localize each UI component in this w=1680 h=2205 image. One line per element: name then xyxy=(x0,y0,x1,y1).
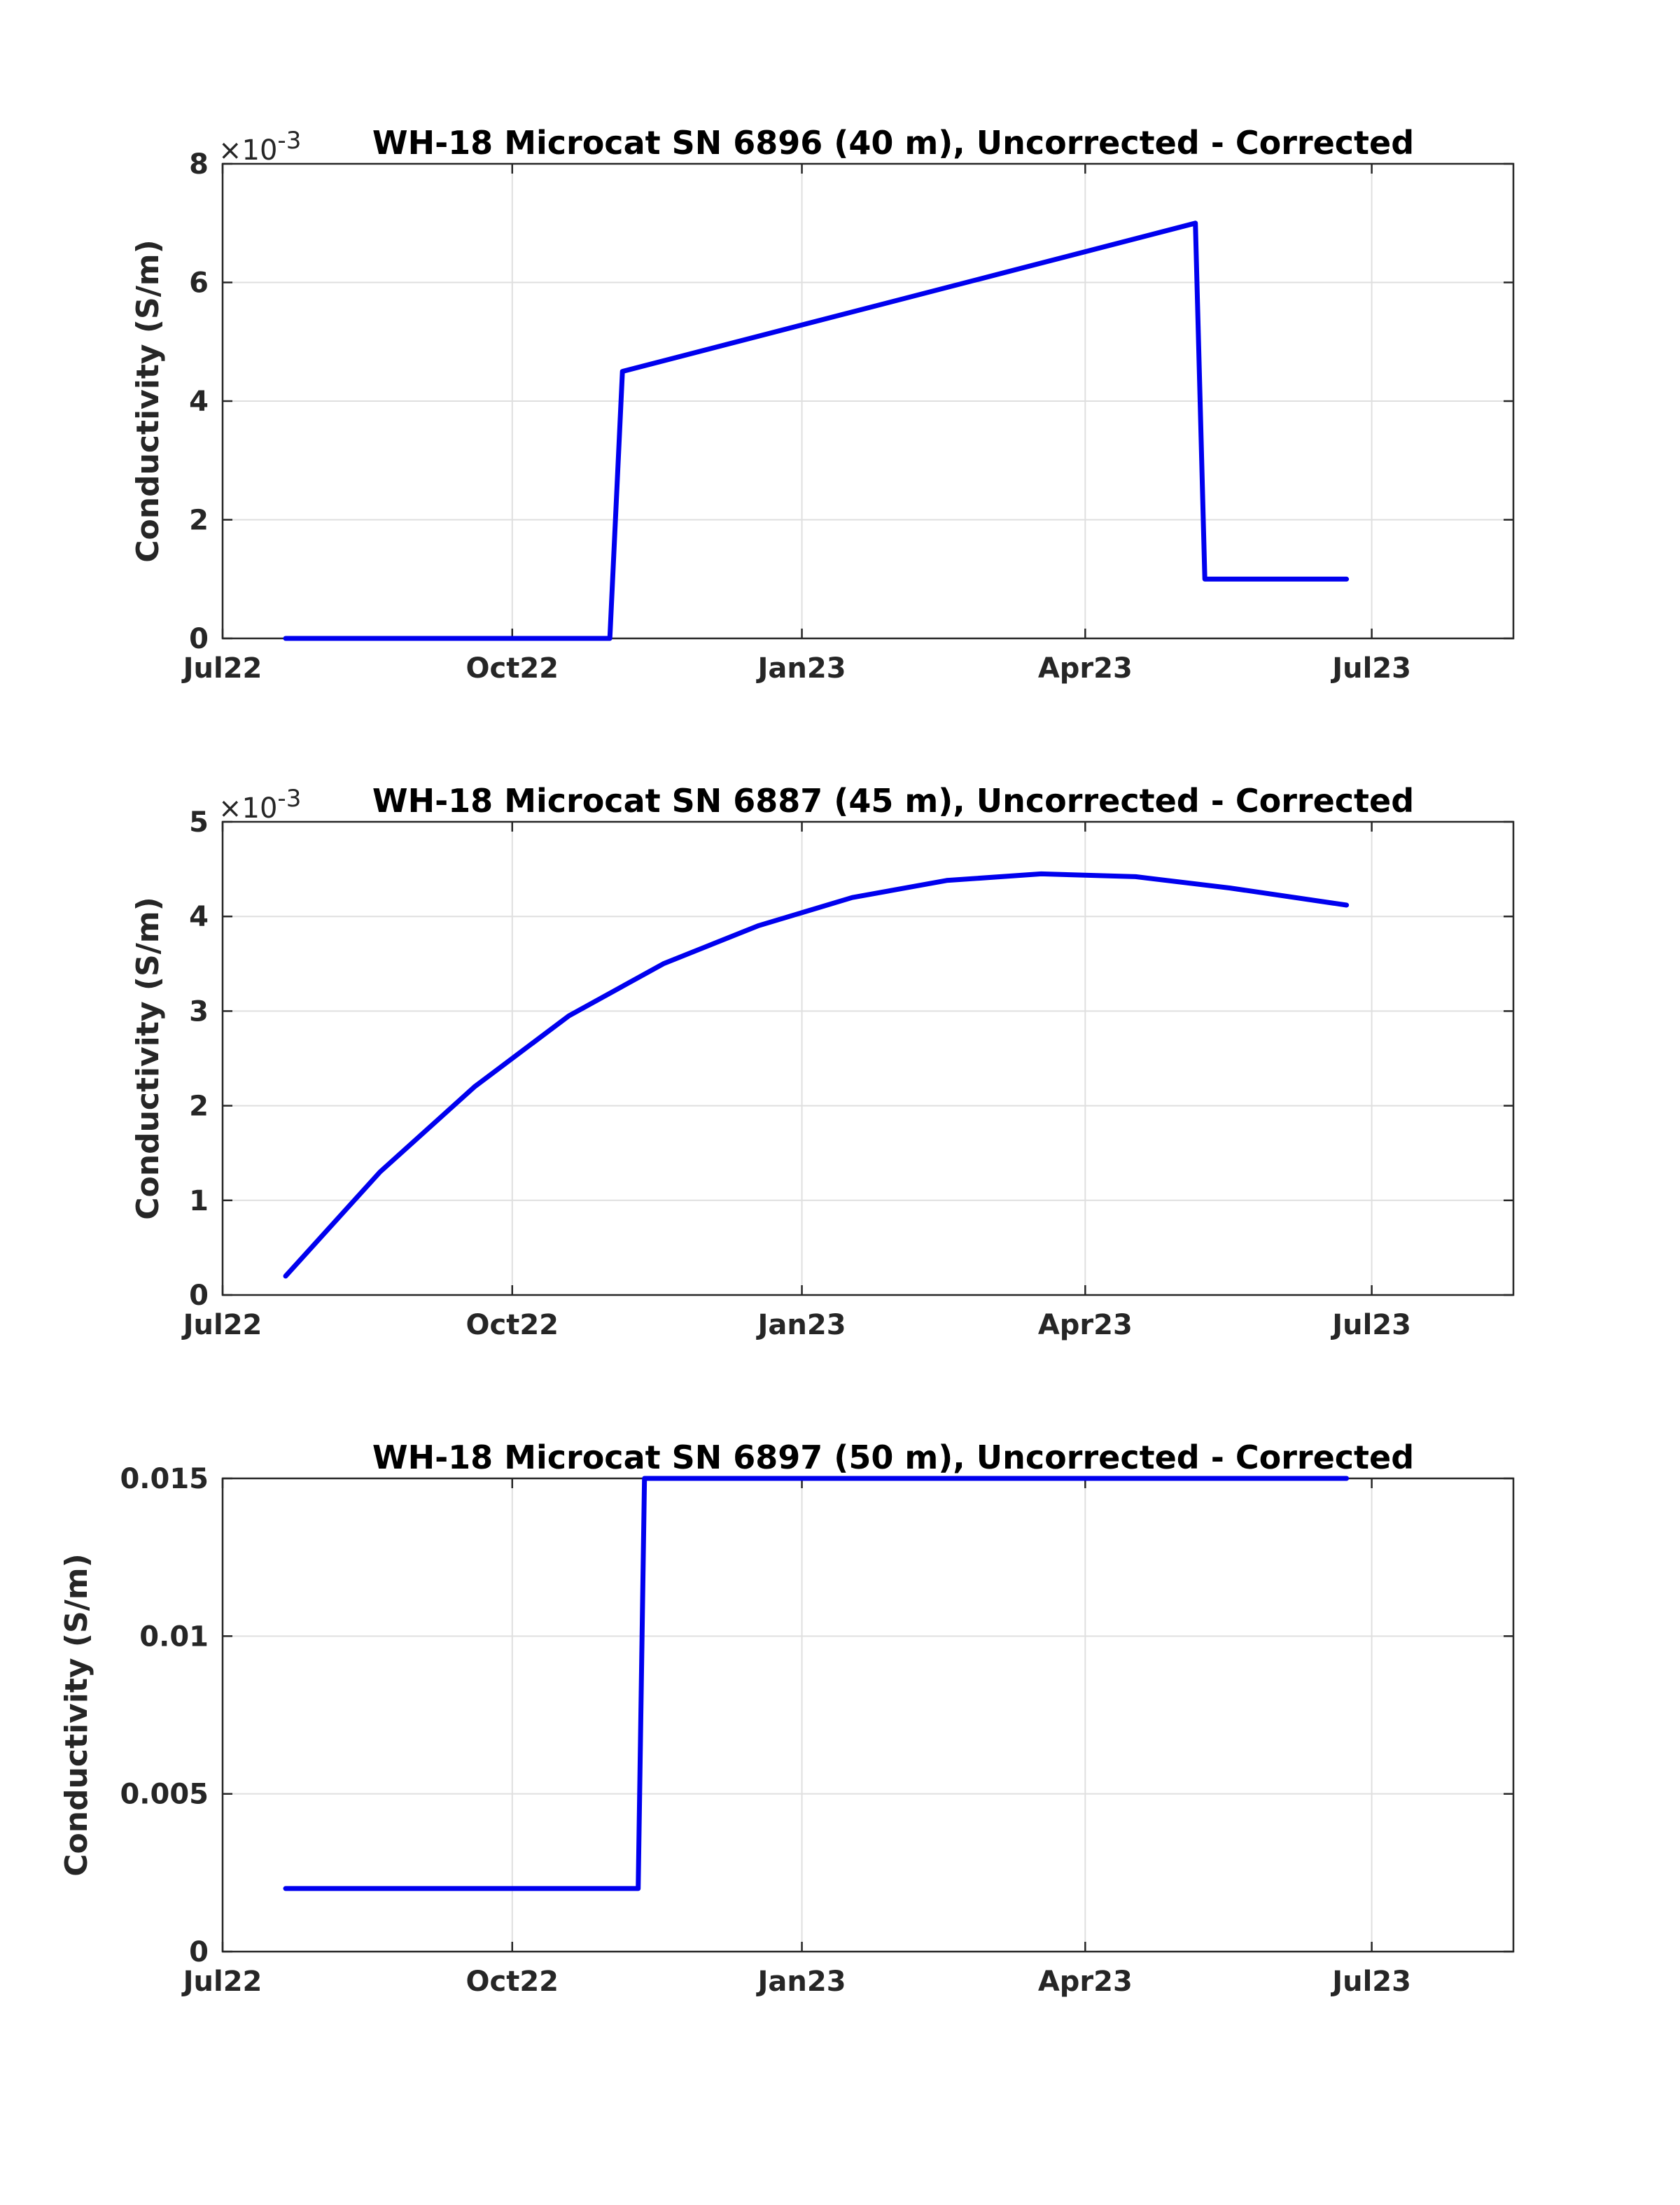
y-tick-label: 5 xyxy=(189,806,209,839)
chart-panel-2: Jul22 Oct22 Jan23 Apr23 Jul23 0 1 2 3 4 5 WH-18 Mic… xyxy=(130,782,1515,1341)
y-multiplier-base: ×10 xyxy=(218,792,277,825)
axes-frame xyxy=(221,820,1515,1296)
y-tick-label: 4 xyxy=(189,386,209,418)
x-tick-label: Apr23 xyxy=(1038,652,1133,685)
x-tick-label: Jul23 xyxy=(1330,1966,1411,1998)
x-tick-label: Oct22 xyxy=(466,652,559,685)
chart-title: WH-18 Microcat SN 6896 (40 m), Uncorrect… xyxy=(372,124,1414,162)
y-tick-label: 6 xyxy=(189,267,209,300)
x-tick-label: Jul22 xyxy=(181,1309,262,1341)
y-tick-label: 1 xyxy=(189,1185,209,1217)
y-tick-label: 2 xyxy=(189,1091,209,1123)
x-tick-label: Apr23 xyxy=(1038,1309,1133,1341)
chart-panel-1: Jul22 Oct22 Jan23 Apr23 Jul23 0 2 4 6 8 WH-18 Micr… xyxy=(130,124,1515,685)
x-tick-label: Jan23 xyxy=(756,1966,846,1998)
y-tick-label: 0 xyxy=(189,623,209,655)
y-tick-label: 2 xyxy=(189,505,209,537)
x-tick-label: Jul23 xyxy=(1330,1309,1411,1341)
y-axis-multiplier: ×10-3 xyxy=(218,785,301,825)
y-tick-label: 3 xyxy=(189,995,209,1028)
x-tick-label: Jan23 xyxy=(756,652,846,685)
y-axis-multiplier: ×10-3 xyxy=(218,127,301,167)
x-tick-label: Oct22 xyxy=(466,1309,559,1341)
y-tick-label: 0 xyxy=(189,1936,209,1968)
x-tick-label: Apr23 xyxy=(1038,1966,1133,1998)
data-series-line xyxy=(283,220,1350,641)
y-axis-label: Conductivity (S/m) xyxy=(130,239,166,562)
y-axis-label: Conductivity (S/m) xyxy=(130,897,166,1219)
x-tick-label: Jan23 xyxy=(756,1309,846,1341)
chart-title: WH-18 Microcat SN 6897 (50 m), Uncorrect… xyxy=(372,1438,1414,1476)
x-tick-label: Oct22 xyxy=(466,1966,559,1998)
y-multiplier-exponent: -3 xyxy=(277,127,301,155)
plot-area xyxy=(223,822,1513,1295)
y-tick-label: 4 xyxy=(189,901,209,933)
data-series-line xyxy=(283,1476,1350,1891)
axes-frame xyxy=(221,162,1515,640)
x-tick-label: Jul22 xyxy=(181,652,262,685)
y-multiplier-exponent: -3 xyxy=(277,785,301,813)
y-axis-label: Conductivity (S/m) xyxy=(59,1553,94,1876)
y-multiplier-base: ×10 xyxy=(218,134,277,167)
x-tick-label: Jul22 xyxy=(181,1966,262,1998)
chart-panel-3: Jul22 Oct22 Jan23 Apr23 Jul23 0 0.005 0.01 0.015… xyxy=(59,1438,1515,1998)
y-tick-label: 0.015 xyxy=(120,1463,209,1495)
y-tick-label: 0.01 xyxy=(139,1620,209,1653)
y-tick-label: 0 xyxy=(189,1280,209,1312)
y-tick-label: 0.005 xyxy=(120,1779,209,1811)
data-series-line xyxy=(283,871,1350,1279)
x-tick-label: Jul23 xyxy=(1330,652,1411,685)
chart-title: WH-18 Microcat SN 6887 (45 m), Uncorrect… xyxy=(372,782,1414,820)
plot-area xyxy=(223,1478,1513,1952)
y-tick-label: 8 xyxy=(189,148,209,181)
